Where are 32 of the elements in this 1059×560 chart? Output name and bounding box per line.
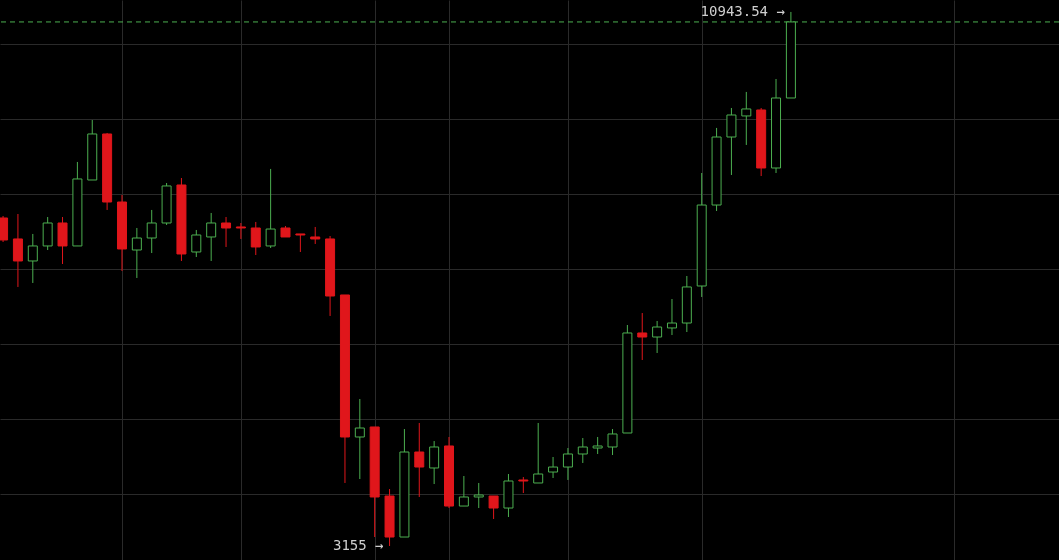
candlestick bbox=[666, 298, 677, 336]
candlestick bbox=[27, 233, 38, 284]
candlestick bbox=[42, 216, 53, 251]
candlestick bbox=[607, 428, 618, 456]
candlestick bbox=[265, 168, 276, 249]
candlestick bbox=[458, 475, 469, 507]
candlestick bbox=[221, 216, 232, 248]
annotation: 10943.54 → bbox=[700, 2, 785, 19]
annotation: 3155 → bbox=[332, 537, 384, 554]
candlestick bbox=[429, 440, 440, 485]
candlestick bbox=[235, 222, 246, 240]
candlestick bbox=[652, 320, 663, 354]
candlestick bbox=[562, 447, 573, 481]
candlestick bbox=[146, 209, 157, 254]
candlestick bbox=[577, 437, 588, 464]
candlestick bbox=[354, 398, 365, 480]
candlestick bbox=[637, 312, 648, 361]
candlestick bbox=[548, 456, 559, 479]
candlestick bbox=[57, 216, 68, 265]
candlestick bbox=[414, 422, 425, 498]
candlestick bbox=[250, 221, 261, 256]
candlestick bbox=[533, 422, 544, 484]
candlestick bbox=[12, 213, 23, 288]
candlestick bbox=[131, 227, 142, 279]
candlestick bbox=[488, 495, 499, 520]
candlestick bbox=[295, 233, 306, 253]
candlestick bbox=[473, 482, 484, 509]
candlestick bbox=[0, 215, 9, 243]
candlestick bbox=[191, 229, 202, 258]
candlestick bbox=[726, 107, 737, 176]
candlestick bbox=[206, 212, 217, 262]
candlestick bbox=[741, 91, 752, 146]
